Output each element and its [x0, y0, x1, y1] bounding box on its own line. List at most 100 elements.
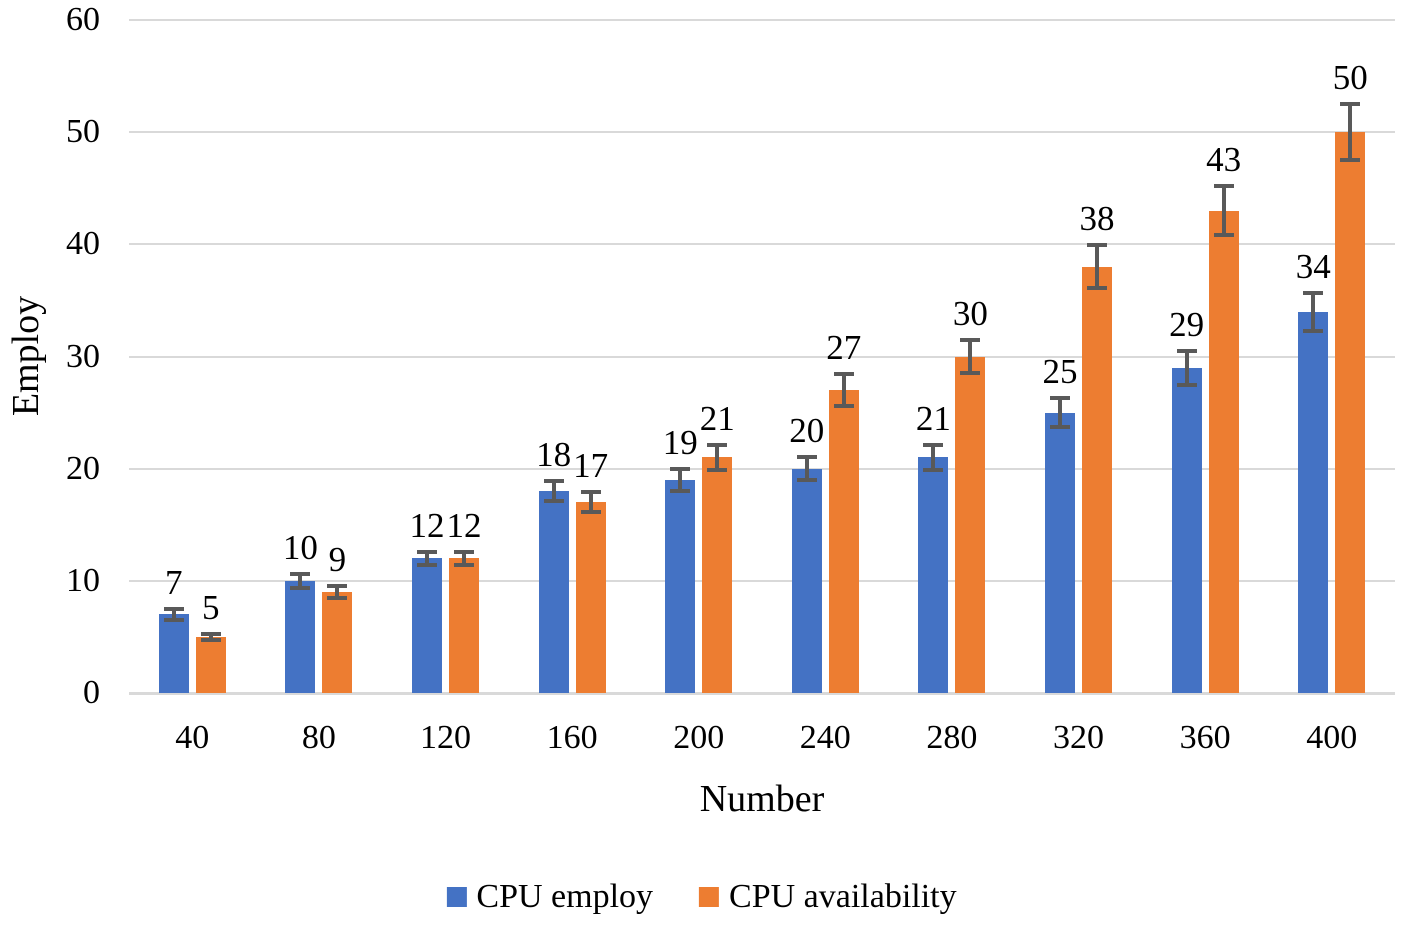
bar-cpu-availability: [702, 457, 733, 693]
x-tick-label: 80: [301, 719, 336, 756]
y-tick-label: 40: [66, 225, 100, 263]
error-bar-cap-bottom: [670, 489, 691, 494]
error-bar-cap-bottom: [1340, 158, 1361, 163]
x-tick-label: 40: [175, 719, 210, 756]
bar-cpu-availability: [322, 592, 353, 693]
data-label: 5: [202, 587, 220, 627]
error-bar-line: [678, 468, 683, 492]
error-bar-cap-bottom: [796, 477, 817, 482]
error-bar-line: [1095, 245, 1099, 289]
error-bar-cap-bottom: [163, 618, 184, 623]
error-bar-cap-bottom: [923, 467, 944, 472]
error-bar-cap-top: [290, 572, 311, 577]
x-tick-label: 160: [546, 719, 598, 756]
legend-item-cpu-availability: CPU availability: [699, 878, 957, 916]
gridline: [129, 131, 1395, 134]
data-label: 34: [1295, 246, 1331, 286]
data-label: 30: [952, 293, 988, 333]
bar-cpu-employ: [1045, 412, 1075, 693]
error-bar-cap-top: [580, 490, 601, 495]
error-bar-line: [1311, 292, 1316, 331]
data-label: 12: [446, 505, 482, 545]
y-tick-label: 20: [66, 449, 100, 487]
data-label: 21: [915, 399, 951, 439]
error-bar-cap-top: [923, 443, 944, 448]
y-tick-label: 0: [83, 674, 100, 711]
gridline: [129, 243, 1395, 246]
bar-cpu-employ: [158, 614, 189, 693]
error-bar-cap-top: [1050, 396, 1070, 400]
error-bar-cap-top: [163, 606, 184, 611]
error-bar-cap-bottom: [580, 510, 601, 515]
error-bar-cap-top: [670, 466, 691, 471]
bar-cpu-employ: [285, 580, 316, 693]
error-bar-line: [462, 551, 466, 566]
bar-cpu-availability: [1082, 266, 1112, 693]
gridline: [129, 355, 1395, 358]
error-bar-line: [931, 445, 936, 470]
error-bar-line: [841, 374, 846, 406]
bar-cpu-employ: [1171, 367, 1202, 693]
bar-cpu-employ: [412, 558, 442, 693]
error-bar-line: [1058, 398, 1062, 428]
bar-cpu-availability: [955, 356, 986, 693]
error-bar-cap-top: [707, 443, 728, 448]
error-bar-line: [588, 492, 593, 513]
error-bar-line: [551, 481, 556, 502]
bar-cpu-employ: [791, 468, 822, 693]
x-tick-label: 200: [673, 719, 725, 756]
legend-label-cpu-employ: CPU employ: [476, 878, 654, 915]
error-bar-cap-top: [543, 479, 564, 483]
x-axis-line: [129, 691, 1395, 695]
y-tick-label: 50: [66, 113, 100, 151]
data-label: 17: [573, 446, 609, 486]
gridline: [129, 19, 1395, 21]
legend: CPU employ CPU availability: [446, 878, 957, 916]
data-label: 29: [1169, 304, 1205, 344]
error-bar-cap-bottom: [1213, 233, 1234, 238]
legend-swatch-cpu-availability-icon: [699, 887, 720, 907]
data-label: 18: [536, 435, 572, 474]
legend-swatch-cpu-employ-icon: [446, 887, 467, 907]
data-label: 43: [1206, 140, 1242, 179]
data-label: 21: [699, 399, 735, 439]
data-label: 38: [1079, 199, 1115, 239]
x-tick-label: 360: [1179, 719, 1231, 756]
error-bar-line: [425, 551, 429, 566]
error-bar-line: [1184, 350, 1189, 385]
error-bar-cap-bottom: [543, 499, 564, 504]
error-bar-cap-bottom: [960, 371, 981, 376]
legend-label-cpu-availability: CPU availability: [729, 878, 957, 915]
bar-cpu-availability: [575, 502, 606, 693]
error-bar-cap-bottom: [1050, 425, 1070, 430]
error-bar-line: [335, 586, 340, 598]
data-label: 50: [1332, 58, 1368, 98]
x-tick-label: 400: [1306, 719, 1358, 756]
error-bar-cap-bottom: [1176, 382, 1197, 387]
error-bar-cap-bottom: [1303, 328, 1324, 333]
error-bar-line: [171, 608, 176, 621]
error-bar-cap-top: [454, 549, 474, 554]
error-bar-cap-top: [960, 337, 981, 342]
bar-cpu-employ: [918, 457, 949, 693]
error-bar-cap-top: [327, 584, 348, 589]
y-tick-label: 30: [66, 337, 100, 375]
error-bar-cap-bottom: [290, 585, 311, 590]
error-bar-cap-bottom: [454, 563, 474, 568]
error-bar-cap-top: [833, 372, 854, 377]
error-bar-cap-bottom: [1087, 286, 1107, 291]
error-bar-line: [208, 633, 213, 641]
error-bar-line: [1348, 104, 1353, 161]
error-bar-cap-top: [796, 455, 817, 460]
bar-cpu-availability: [1208, 210, 1239, 693]
data-label: 19: [662, 422, 698, 462]
error-bar-cap-bottom: [327, 595, 348, 600]
error-bar-cap-top: [200, 631, 221, 636]
data-label: 27: [826, 328, 862, 368]
error-bar-cap-top: [1340, 102, 1361, 107]
x-tick-label: 120: [420, 719, 471, 756]
x-axis-title: Number: [699, 778, 825, 820]
gridline: [129, 467, 1395, 470]
error-bar-line: [298, 574, 303, 588]
